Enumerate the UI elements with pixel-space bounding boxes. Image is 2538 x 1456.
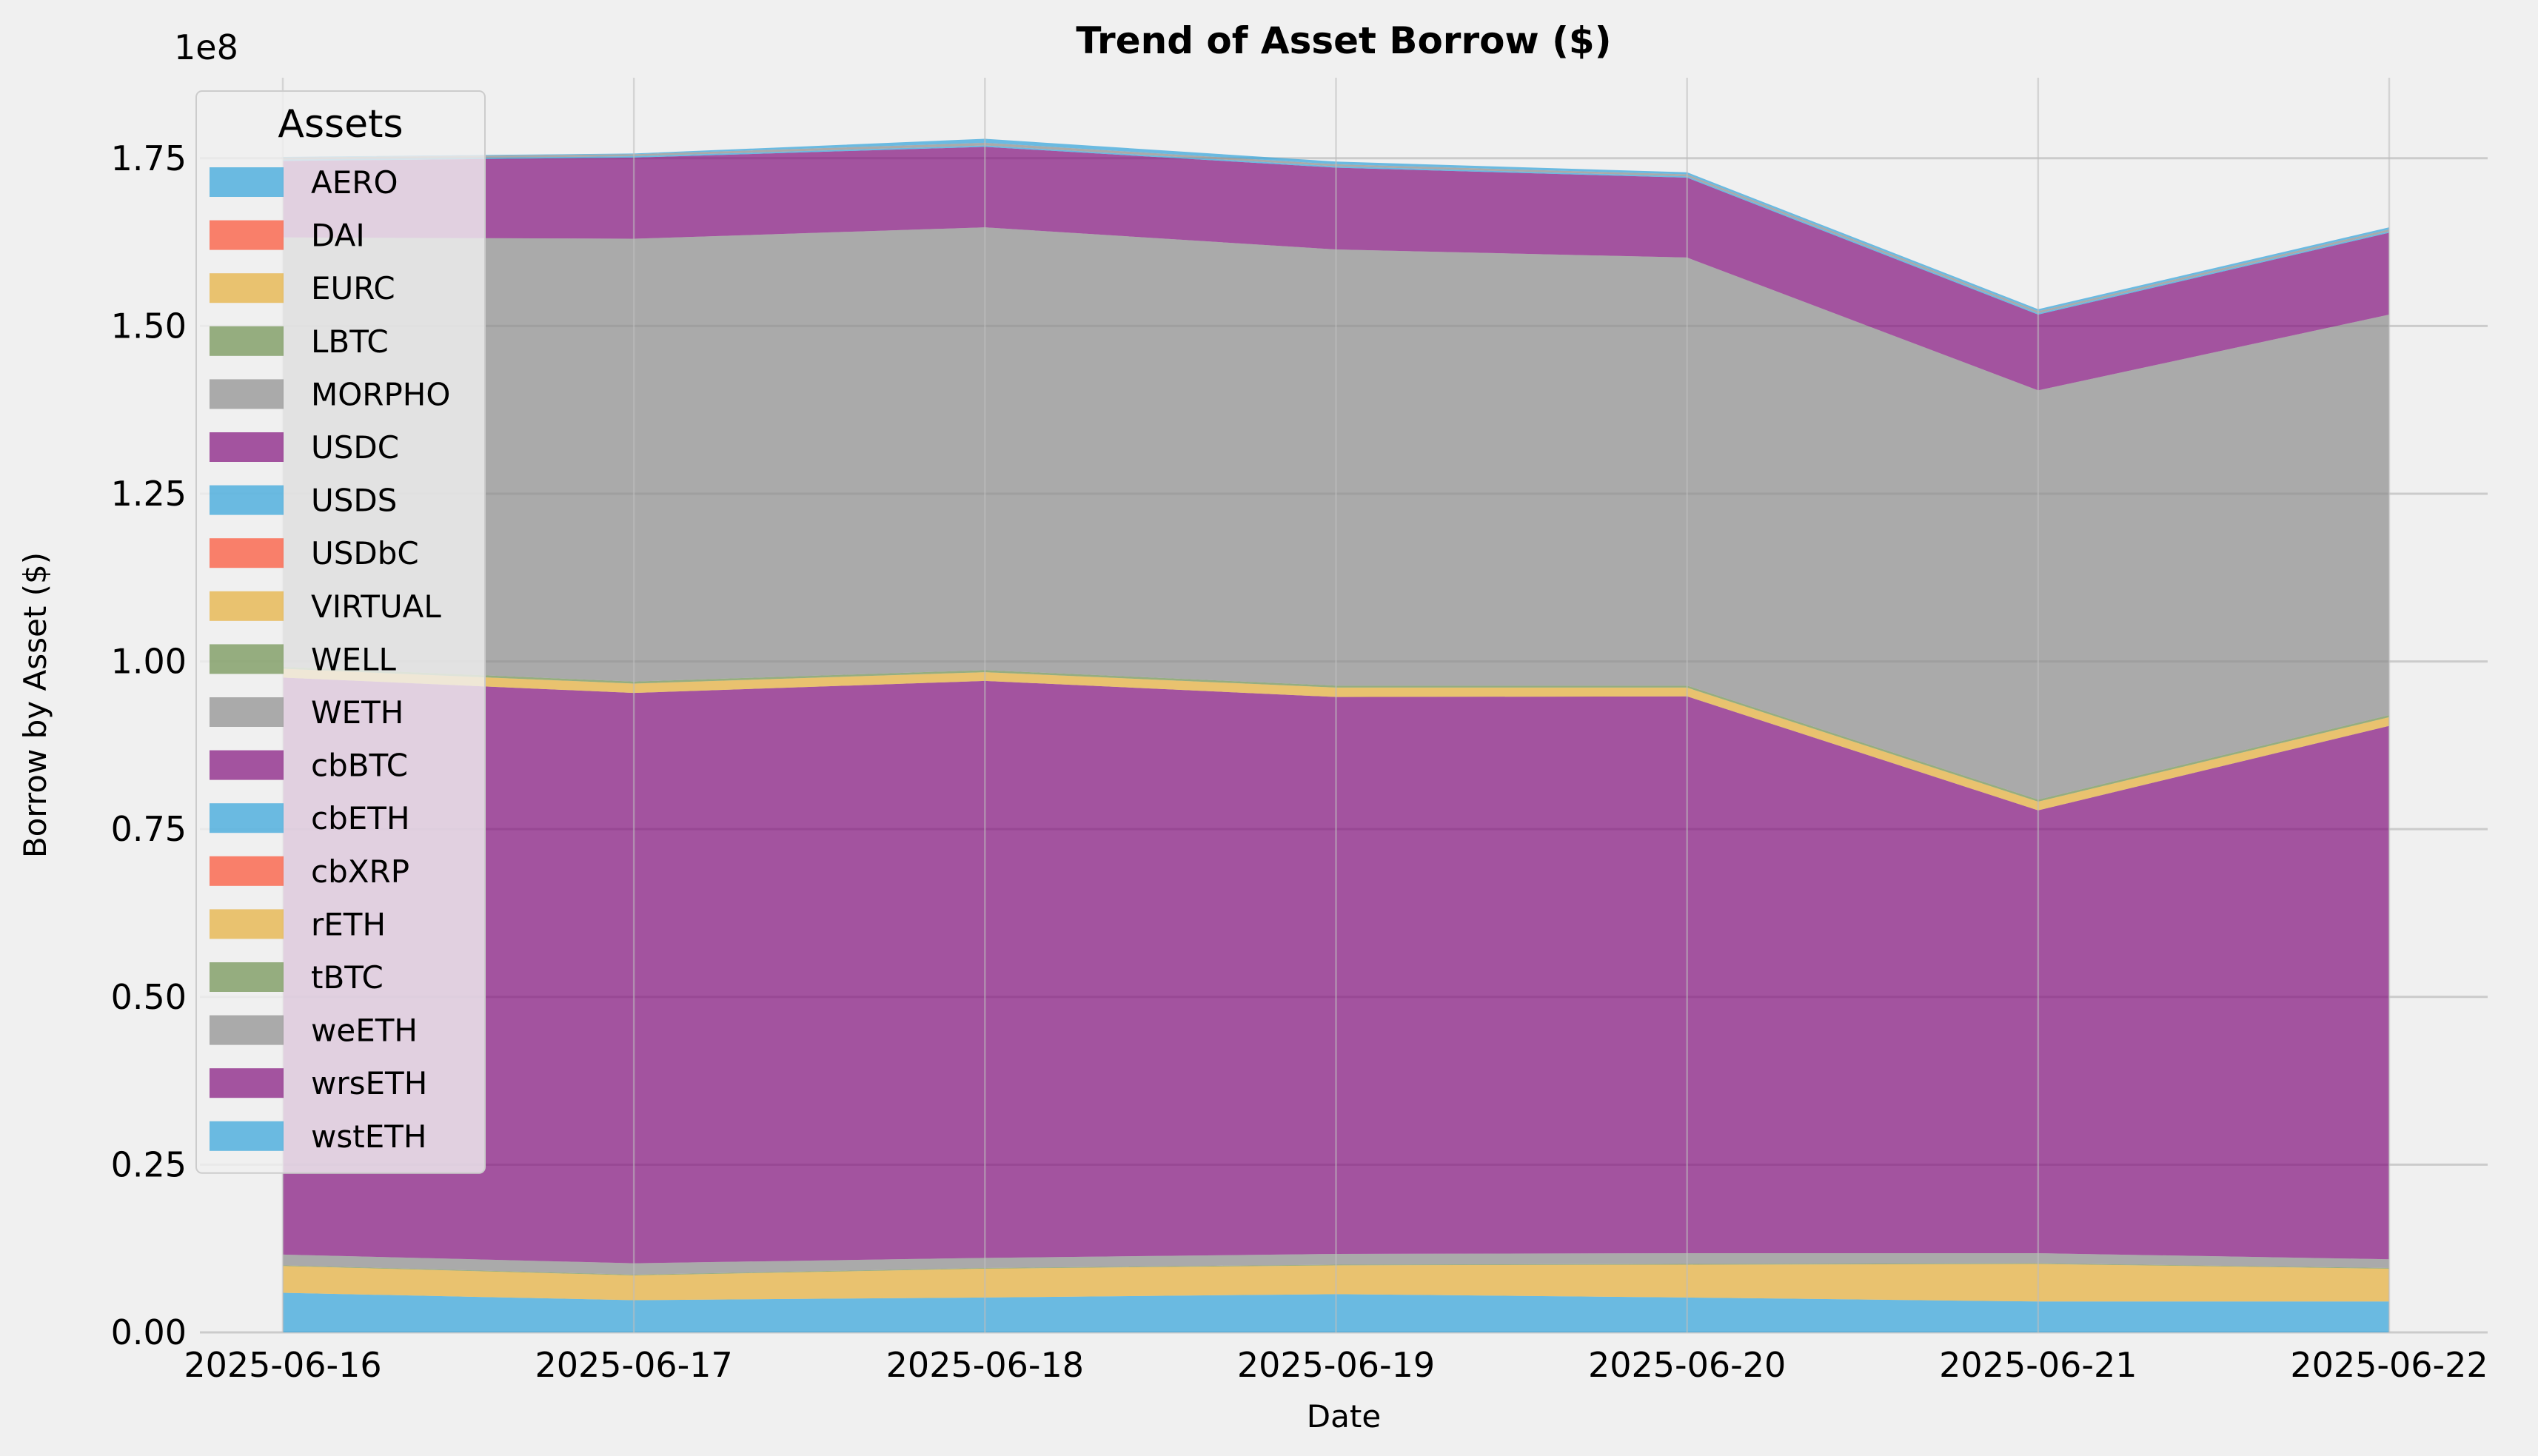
legend-swatch [210,379,284,409]
legend-swatch [210,644,284,674]
x-tick-label: 2025-06-19 [1237,1345,1435,1385]
legend-item-wrsETH: wrsETH [210,1065,427,1101]
x-axis-label: Date [1307,1398,1381,1435]
legend-item-EURC: EURC [210,270,395,306]
legend-label: cbXRP [311,853,409,890]
legend-item-WETH: WETH [210,694,404,731]
y-tick-label: 0.50 [111,977,187,1017]
legend-swatch [210,1015,284,1045]
legend-label: AERO [311,164,398,201]
legend-item-AERO: AERO [210,164,398,201]
legend-label: cbBTC [311,748,408,784]
area-VIRTUAL [283,668,2389,811]
y-tick-label: 1.00 [111,642,187,682]
legend-swatch [210,1121,284,1151]
legend-item-USDC: USDC [210,429,399,466]
legend-swatch [210,909,284,939]
x-tick-label: 2025-06-16 [184,1345,381,1385]
x-tick-label: 2025-06-18 [886,1345,1084,1385]
legend-item-VIRTUAL: VIRTUAL [210,588,441,625]
legend-swatch [210,538,284,568]
legend-item-weETH: weETH [210,1013,418,1049]
legend-swatch [210,432,284,462]
legend-item-wstETH: wstETH [210,1118,426,1155]
y-axis-label: Borrow by Asset ($) [17,552,53,858]
legend-item-cbETH: cbETH [210,800,410,836]
legend-item-USDS: USDS [210,483,397,519]
legend-label: USDC [311,429,399,466]
y-tick-label: 1.25 [111,474,187,514]
legend-item-rETH: rETH [210,906,386,942]
legend-label: USDbC [311,535,419,571]
x-axis-ticks: 2025-06-16 2025-06-17 2025-06-18 2025-06-19… [184,1345,2488,1385]
legend-swatch [210,326,284,356]
legend-item-cbXRP: cbXRP [210,853,409,890]
legend-item-DAI: DAI [210,218,365,254]
legend-swatch [210,485,284,515]
legend-swatch [210,1068,284,1098]
x-tick-label: 2025-06-17 [535,1345,732,1385]
legend-item-MORPHO: MORPHO [210,376,450,412]
x-tick-label: 2025-06-20 [1588,1345,1786,1385]
legend-label: EURC [311,270,395,306]
legend-box [195,90,486,1174]
x-tick-label: 2025-06-21 [1939,1345,2137,1385]
legend-swatch [210,591,284,621]
area-cbBTC [283,147,2389,391]
legend-label: DAI [311,218,365,254]
legend-label: VIRTUAL [311,588,441,625]
legend-swatch [210,273,284,303]
x-tick-label: 2025-06-22 [2290,1345,2488,1385]
legend: Assets AERO DAI EURC LBTC MORPHO USDC USDS USDb… [195,90,486,1174]
legend-label: LBTC [311,323,389,360]
y-axis-ticks: 0.00 0.25 0.50 0.75 1.00 1.25 1.50 1.75 [111,138,187,1352]
y-tick-label: 0.00 [111,1312,187,1352]
chart-title: Trend of Asset Borrow ($) [1076,19,1611,62]
legend-swatch [210,697,284,727]
legend-swatch [210,220,284,250]
legend-swatch [210,803,284,833]
legend-swatch [210,856,284,886]
legend-item-cbBTC: cbBTC [210,748,408,784]
legend-title: Assets [278,102,403,147]
legend-item-tBTC: tBTC [210,959,384,996]
legend-swatch [210,750,284,780]
legend-label: tBTC [311,959,384,996]
y-tick-label: 0.75 [111,809,187,849]
legend-label: USDS [311,483,397,519]
legend-items: AERO DAI EURC LBTC MORPHO USDC USDS USDbC VIRTUA… [210,164,450,1155]
legend-label: WELL [311,641,396,677]
legend-label: wstETH [311,1118,426,1155]
legend-label: WETH [311,694,404,731]
legend-label: rETH [311,906,386,942]
legend-swatch [210,167,284,197]
legend-item-LBTC: LBTC [210,323,389,360]
legend-label: weETH [311,1013,418,1049]
legend-label: cbETH [311,800,410,836]
legend-item-USDbC: USDbC [210,535,419,571]
y-offset-label: 1e8 [174,27,238,67]
y-tick-label: 0.25 [111,1144,187,1184]
legend-swatch [210,962,284,992]
y-tick-label: 1.50 [111,306,187,346]
y-tick-label: 1.75 [111,138,187,178]
legend-label: wrsETH [311,1065,427,1101]
legend-label: MORPHO [311,376,450,412]
legend-item-WELL: WELL [210,641,396,677]
